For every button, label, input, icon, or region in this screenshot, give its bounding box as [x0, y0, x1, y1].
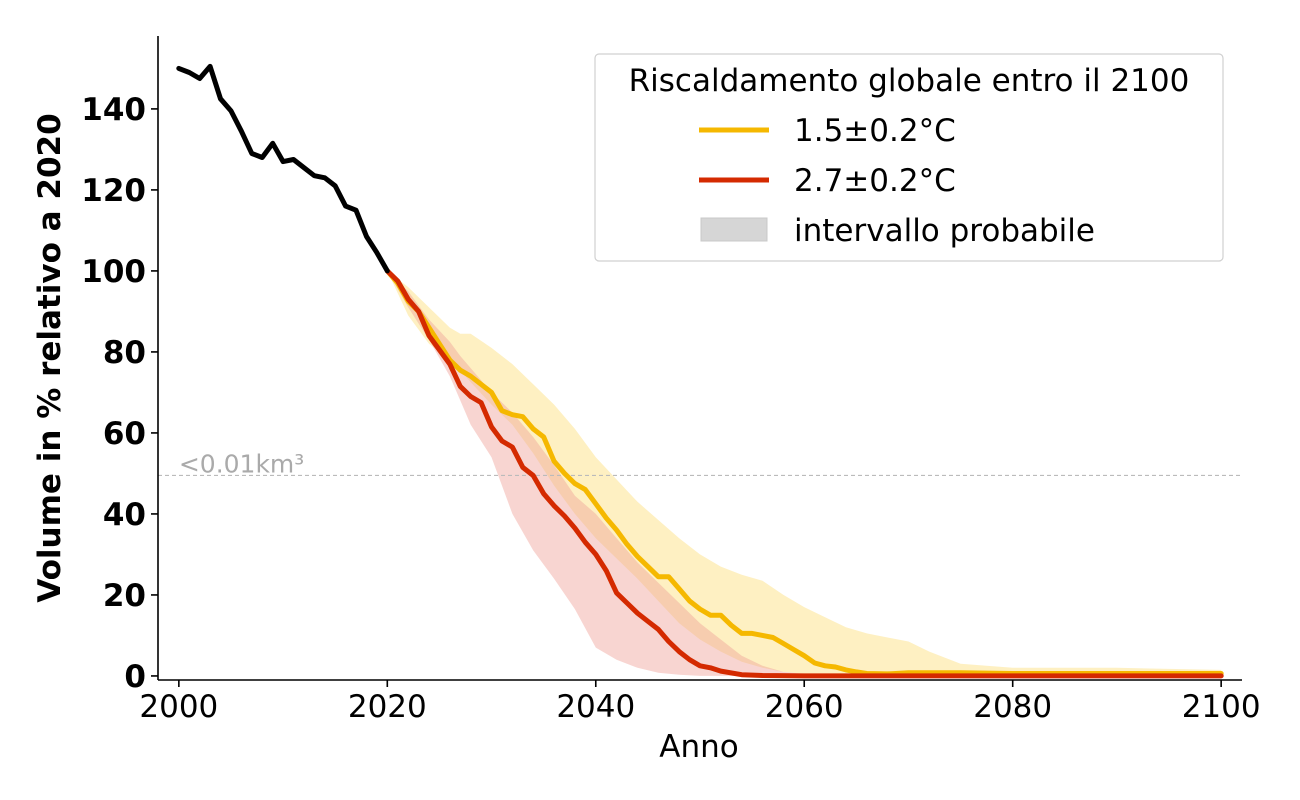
- s27-band: [387, 270, 1222, 676]
- s15-band: [387, 270, 1222, 676]
- x-tick-label: 2020: [348, 689, 427, 725]
- x-tick-label: 2060: [765, 689, 844, 725]
- y-tick-label: 40: [103, 497, 146, 533]
- legend-label-range: intervallo probabile: [794, 213, 1095, 249]
- y-axis-ticks: 0 20 40 60 80 100 120 140: [81, 92, 158, 695]
- x-tick-label: 2040: [556, 689, 635, 725]
- x-tick-label: 2000: [139, 689, 218, 725]
- y-tick-label: 140: [81, 92, 146, 128]
- series-lines: [176, 63, 1224, 679]
- uncertainty-bands: [387, 270, 1222, 676]
- y-tick-label: 80: [103, 335, 146, 371]
- legend: Riscaldamento globale entro il 2100 1.5±…: [594, 53, 1224, 262]
- x-axis-title: Anno: [659, 729, 738, 765]
- threshold-label: <0.01km³: [179, 449, 304, 478]
- y-axis-title: Volume in % relativo a 2020: [32, 113, 68, 602]
- x-tick-label: 2080: [973, 689, 1052, 725]
- axes: [157, 36, 1242, 681]
- series-line-s27: [384, 268, 1224, 679]
- legend-box: [594, 53, 1224, 262]
- legend-title: Riscaldamento globale entro il 2100: [629, 63, 1190, 99]
- y-tick-label: 20: [103, 578, 146, 614]
- y-tick-label: 0: [124, 659, 146, 695]
- legend-label-1-5: 1.5±0.2°C: [794, 113, 956, 149]
- series-line-historical: [176, 63, 390, 274]
- x-tick-label: 2100: [1182, 689, 1261, 725]
- x-axis-ticks: 2000 2020 2040 2060 2080 2100: [139, 680, 1261, 725]
- legend-swatch-range: [700, 217, 768, 242]
- series-line-s15: [384, 268, 1224, 677]
- legend-label-2-7: 2.7±0.2°C: [794, 163, 956, 199]
- y-tick-label: 60: [103, 416, 146, 452]
- y-tick-label: 100: [81, 254, 146, 290]
- y-tick-label: 120: [81, 173, 146, 209]
